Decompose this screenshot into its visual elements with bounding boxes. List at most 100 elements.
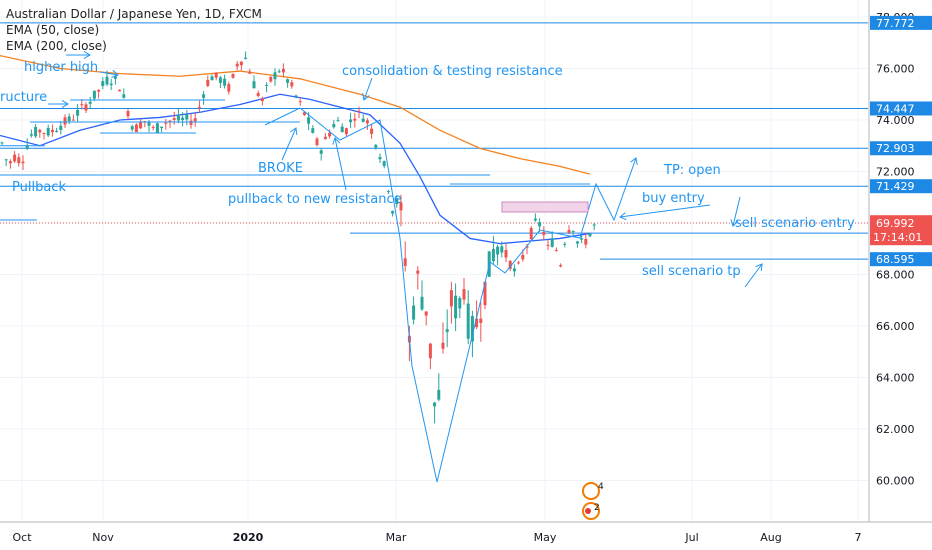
- candle-body: [63, 117, 67, 125]
- buy-entry-arrow-line[interactable]: [619, 204, 711, 218]
- time-axis[interactable]: Oct Nov 2020 Mar May Jul Aug 7: [0, 521, 932, 544]
- dividend-event-icon[interactable]: [582, 502, 600, 520]
- horizontal-levels[interactable]: [0, 22, 868, 260]
- level-badge[interactable]: [870, 15, 932, 30]
- earnings-event-icon[interactable]: [582, 482, 600, 500]
- pullback-arrow-line[interactable]: [334, 137, 347, 191]
- consolidation-arrow[interactable]: [362, 93, 370, 101]
- label-structure[interactable]: ructure: [0, 90, 47, 105]
- ema50-legend[interactable]: EMA (50, close): [6, 23, 100, 37]
- level-badge-label: 72.903: [876, 142, 915, 155]
- candle-body: [244, 57, 248, 59]
- projection-zigzag[interactable]: [264, 107, 637, 483]
- label-sell-entry[interactable]: sell scenario entry: [735, 216, 855, 231]
- candle-body: [197, 106, 201, 108]
- candle-body: [311, 128, 315, 133]
- time-tick-label: Mar: [386, 531, 407, 544]
- broke-arrow[interactable]: [289, 127, 298, 136]
- sell-entry-arrow-line[interactable]: [732, 196, 741, 227]
- higher-high-arrow[interactable]: [111, 69, 119, 78]
- candle-body: [500, 246, 504, 253]
- candle-body: [50, 129, 54, 133]
- label-buy-entry[interactable]: buy entry: [642, 191, 705, 206]
- candle-body: [67, 116, 71, 122]
- candle-body: [491, 248, 495, 262]
- candle-body: [428, 343, 432, 359]
- sell-entry-arrow[interactable]: [730, 219, 739, 227]
- candle-body: [181, 117, 185, 121]
- price-tick-label: 64.000: [876, 372, 915, 385]
- current-price-badge[interactable]: [870, 215, 932, 246]
- candle-body: [433, 402, 437, 407]
- candle-body: [554, 250, 558, 252]
- candle-body: [4, 159, 8, 161]
- level-badge[interactable]: [870, 101, 932, 116]
- level-badge[interactable]: [870, 141, 932, 156]
- candle-body: [168, 120, 172, 122]
- label-pullback[interactable]: Pullback: [12, 180, 66, 195]
- candle-body: [21, 161, 25, 164]
- candle-body: [437, 389, 441, 400]
- label-consolidation[interactable]: consolidation & testing resistance: [342, 64, 563, 79]
- candle-body: [424, 311, 428, 316]
- label-sell-tp[interactable]: sell scenario tp: [642, 264, 741, 279]
- candle-body: [122, 94, 126, 98]
- candle-body: [223, 78, 227, 86]
- candle-body: [336, 120, 340, 122]
- label-broke[interactable]: BROKE: [258, 161, 303, 176]
- candle-body: [575, 241, 579, 244]
- sell-tp-arrow[interactable]: [755, 263, 763, 272]
- candle-body: [508, 260, 512, 269]
- candle-body: [319, 150, 323, 154]
- candle-body: [214, 72, 218, 78]
- broke-arrow-line[interactable]: [281, 127, 297, 161]
- label-higher-high[interactable]: higher high: [24, 60, 98, 75]
- label-pullback-new-resistance[interactable]: pullback to new resistance: [228, 192, 402, 207]
- candle-body: [172, 118, 176, 121]
- higher-high-arrow-line[interactable]: [99, 71, 119, 76]
- candle-body: [97, 89, 101, 92]
- time-tick-label: Jul: [684, 531, 698, 544]
- candle-body: [521, 254, 525, 260]
- candle-body: [80, 104, 84, 106]
- candle-body: [88, 101, 92, 104]
- pullback-arrow[interactable]: [332, 137, 341, 145]
- event-markers[interactable]: 42: [582, 482, 604, 520]
- tp-arrow[interactable]: [630, 157, 638, 165]
- level-badge[interactable]: [870, 252, 932, 267]
- higher-high-arrow[interactable]: [83, 50, 91, 60]
- annotation-drawings[interactable]: higher high ructure consolidation & testin…: [0, 50, 855, 483]
- candle-body: [160, 126, 164, 129]
- level-badge[interactable]: [870, 179, 932, 194]
- consolidation-arrow-line[interactable]: [363, 77, 373, 101]
- candle-body: [378, 156, 382, 160]
- candle-body: [290, 82, 294, 87]
- candle-body: [231, 73, 235, 78]
- ema200-legend[interactable]: EMA (200, close): [6, 39, 107, 53]
- structure-arrow[interactable]: [61, 99, 69, 109]
- candle-body: [395, 198, 399, 205]
- price-axis[interactable]: 78.00076.00074.00072.00070.00068.00066.0…: [868, 0, 932, 522]
- candle-body: [449, 290, 453, 307]
- candle-body: [504, 249, 508, 258]
- price-tick-label: 76.000: [876, 63, 915, 76]
- buy-entry-zone[interactable]: [501, 201, 589, 213]
- candle-body: [105, 76, 109, 85]
- candle-body: [256, 92, 260, 96]
- label-tp-open[interactable]: TP: open: [663, 163, 721, 178]
- time-tick-label: Aug: [760, 531, 781, 544]
- candle-body: [550, 238, 554, 247]
- buy-entry-arrow[interactable]: [619, 212, 627, 221]
- bar-countdown: 17:14:01: [873, 231, 922, 244]
- candle-body: [38, 129, 42, 133]
- price-tick-label: 62.000: [876, 423, 915, 436]
- sell-tp-arrow-line[interactable]: [744, 263, 763, 288]
- candle-body: [344, 128, 348, 135]
- candle-body: [332, 123, 336, 128]
- candle-body: [281, 68, 285, 73]
- candle-body: [479, 318, 483, 323]
- candle-body: [592, 224, 596, 226]
- event-dot-icon: [585, 508, 591, 514]
